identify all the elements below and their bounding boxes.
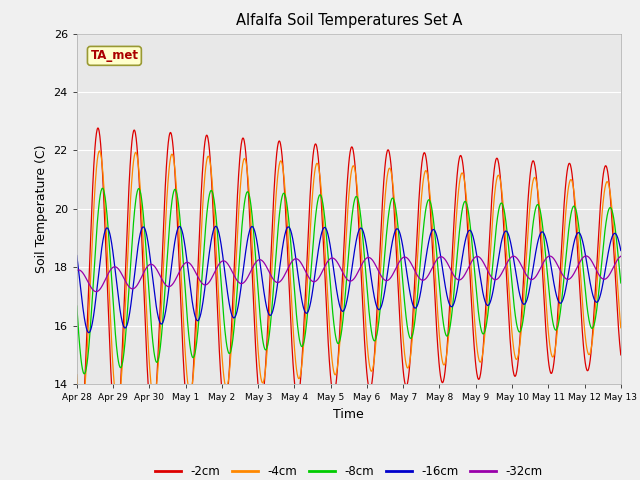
-32cm bbox=[434, 256, 442, 262]
-16cm bbox=[181, 243, 189, 249]
X-axis label: Time: Time bbox=[333, 408, 364, 420]
-8cm bbox=[195, 321, 202, 326]
-2cm bbox=[73, 413, 81, 419]
-16cm bbox=[195, 318, 202, 324]
-2cm bbox=[505, 318, 513, 324]
-8cm bbox=[255, 305, 263, 311]
-8cm bbox=[81, 371, 88, 377]
-2cm bbox=[553, 324, 561, 330]
-4cm bbox=[77, 409, 85, 415]
Legend: -2cm, -4cm, -8cm, -16cm, -32cm: -2cm, -4cm, -8cm, -16cm, -32cm bbox=[150, 461, 547, 480]
-16cm bbox=[505, 233, 513, 239]
-32cm bbox=[582, 253, 590, 259]
-8cm bbox=[434, 264, 442, 270]
-32cm bbox=[553, 260, 561, 266]
-4cm bbox=[617, 325, 625, 331]
-8cm bbox=[73, 303, 81, 309]
-8cm bbox=[182, 289, 189, 295]
-32cm bbox=[92, 289, 100, 295]
-16cm bbox=[212, 224, 220, 229]
-16cm bbox=[85, 330, 93, 336]
Text: TA_met: TA_met bbox=[90, 49, 138, 62]
-2cm bbox=[94, 125, 102, 131]
-8cm bbox=[553, 326, 561, 332]
-32cm bbox=[505, 257, 513, 263]
-8cm bbox=[99, 185, 106, 191]
-2cm bbox=[617, 352, 625, 358]
Line: -32cm: -32cm bbox=[77, 256, 621, 292]
Line: -4cm: -4cm bbox=[77, 151, 621, 412]
-32cm bbox=[195, 275, 202, 280]
-2cm bbox=[255, 395, 263, 400]
-16cm bbox=[73, 252, 81, 258]
Line: -8cm: -8cm bbox=[77, 188, 621, 374]
-4cm bbox=[95, 148, 103, 154]
-4cm bbox=[182, 351, 189, 357]
-16cm bbox=[434, 238, 442, 243]
Line: -2cm: -2cm bbox=[77, 128, 621, 436]
-8cm bbox=[505, 248, 513, 253]
-32cm bbox=[73, 268, 81, 274]
-4cm bbox=[505, 288, 513, 293]
-4cm bbox=[255, 363, 263, 369]
Line: -16cm: -16cm bbox=[77, 227, 621, 333]
-4cm bbox=[434, 312, 442, 318]
Y-axis label: Soil Temperature (C): Soil Temperature (C) bbox=[35, 144, 48, 273]
Title: Alfalfa Soil Temperatures Set A: Alfalfa Soil Temperatures Set A bbox=[236, 13, 462, 28]
-2cm bbox=[182, 389, 189, 395]
-8cm bbox=[617, 280, 625, 286]
-2cm bbox=[76, 433, 84, 439]
-32cm bbox=[181, 261, 189, 266]
-32cm bbox=[255, 257, 263, 263]
-4cm bbox=[195, 284, 202, 290]
-32cm bbox=[617, 253, 625, 259]
-2cm bbox=[195, 251, 202, 256]
-16cm bbox=[255, 255, 263, 261]
-4cm bbox=[73, 372, 81, 378]
-2cm bbox=[434, 345, 442, 350]
-16cm bbox=[553, 294, 561, 300]
-16cm bbox=[617, 248, 625, 253]
-4cm bbox=[553, 332, 561, 338]
